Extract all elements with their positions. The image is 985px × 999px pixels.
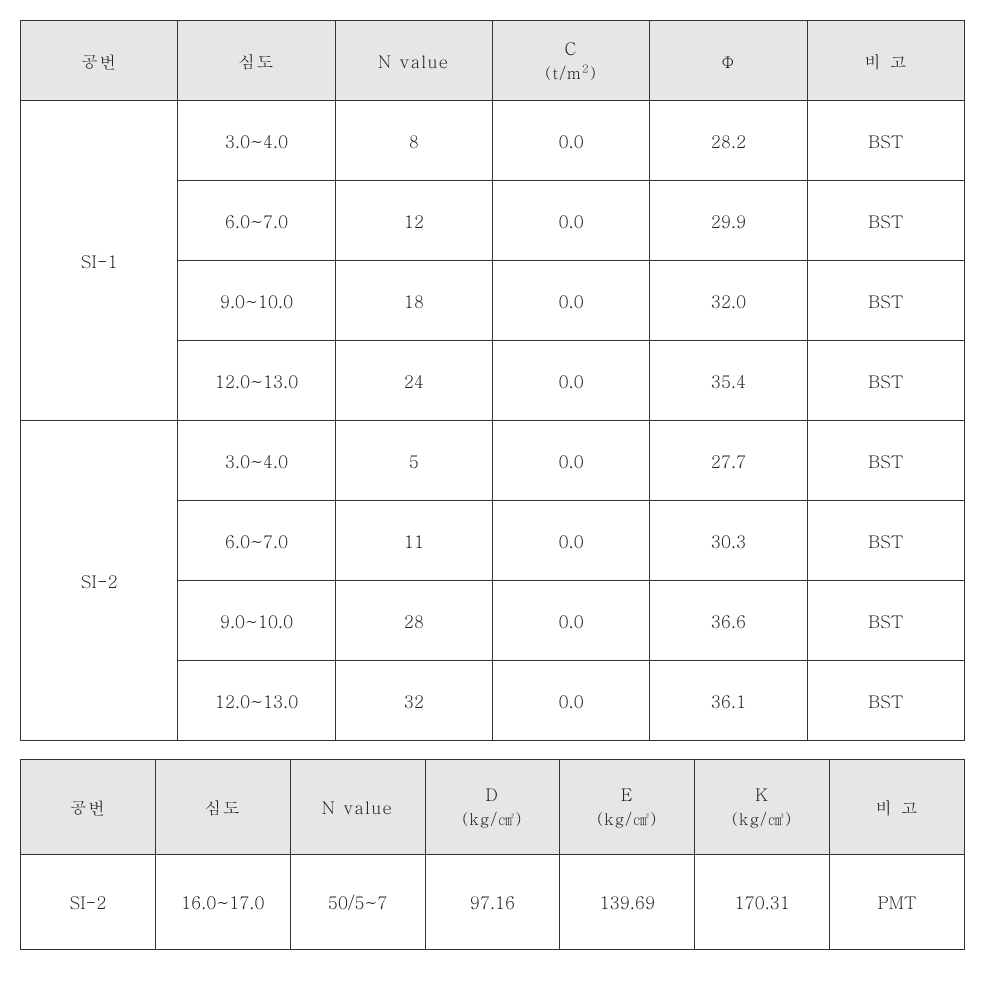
col-depth: 심도 xyxy=(178,21,335,101)
col-c-label: C(t/m2) xyxy=(493,37,649,85)
cell-phi: 27.7 xyxy=(650,421,807,501)
col-c: C(t/m2) xyxy=(492,21,649,101)
cell-c: 0.0 xyxy=(492,261,649,341)
table-row: SI-2 3.0~4.0 5 0.0 27.7 BST xyxy=(21,421,965,501)
table-body: SI-2 16.0~17.0 50/5~7 97.16 139.69 170.3… xyxy=(21,855,965,950)
cell-note: BST xyxy=(807,661,964,741)
bst-results-table: 공번 심도 N value C(t/m2) Φ 비 고 SI-1 3.0~4.0… xyxy=(20,20,965,741)
table-body: SI-1 3.0~4.0 8 0.0 28.2 BST 6.0~7.0 12 0… xyxy=(21,101,965,741)
cell-n: 12 xyxy=(335,181,492,261)
cell-e: 139.69 xyxy=(560,855,695,950)
col-phi: Φ xyxy=(650,21,807,101)
table-row: SI-1 3.0~4.0 8 0.0 28.2 BST xyxy=(21,101,965,181)
cell-depth: 3.0~4.0 xyxy=(178,421,335,501)
cell-depth: 12.0~13.0 xyxy=(178,661,335,741)
cell-phi: 36.1 xyxy=(650,661,807,741)
cell-note: BST xyxy=(807,261,964,341)
cell-note: PMT xyxy=(830,855,965,950)
cell-phi: 30.3 xyxy=(650,501,807,581)
cell-note: BST xyxy=(807,581,964,661)
cell-c: 0.0 xyxy=(492,501,649,581)
cell-n: 28 xyxy=(335,581,492,661)
cell-borehole: SI-2 xyxy=(21,855,156,950)
pmt-results-table: 공번 심도 N value D(kg/㎠) E(kg/㎠) K(kg/㎤) 비 … xyxy=(20,759,965,950)
cell-n: 32 xyxy=(335,661,492,741)
col-k: K(kg/㎤) xyxy=(695,760,830,855)
cell-n: 18 xyxy=(335,261,492,341)
cell-borehole: SI-2 xyxy=(21,421,178,741)
cell-n: 11 xyxy=(335,501,492,581)
col-d: D(kg/㎠) xyxy=(425,760,560,855)
cell-phi: 29.9 xyxy=(650,181,807,261)
col-depth: 심도 xyxy=(155,760,290,855)
cell-phi: 28.2 xyxy=(650,101,807,181)
col-borehole: 공번 xyxy=(21,21,178,101)
cell-c: 0.0 xyxy=(492,341,649,421)
cell-c: 0.0 xyxy=(492,101,649,181)
table-row: SI-2 16.0~17.0 50/5~7 97.16 139.69 170.3… xyxy=(21,855,965,950)
cell-depth: 9.0~10.0 xyxy=(178,581,335,661)
cell-depth: 9.0~10.0 xyxy=(178,261,335,341)
col-note: 비 고 xyxy=(807,21,964,101)
cell-borehole: SI-1 xyxy=(21,101,178,421)
cell-note: BST xyxy=(807,501,964,581)
cell-d: 97.16 xyxy=(425,855,560,950)
table-header-row: 공번 심도 N value D(kg/㎠) E(kg/㎠) K(kg/㎤) 비 … xyxy=(21,760,965,855)
cell-phi: 35.4 xyxy=(650,341,807,421)
col-nvalue: N value xyxy=(290,760,425,855)
cell-n: 50/5~7 xyxy=(290,855,425,950)
table-header-row: 공번 심도 N value C(t/m2) Φ 비 고 xyxy=(21,21,965,101)
col-k-label: K(kg/㎤) xyxy=(695,783,829,831)
cell-note: BST xyxy=(807,181,964,261)
cell-c: 0.0 xyxy=(492,181,649,261)
cell-note: BST xyxy=(807,341,964,421)
cell-c: 0.0 xyxy=(492,581,649,661)
cell-note: BST xyxy=(807,101,964,181)
col-e-label: E(kg/㎠) xyxy=(560,783,694,831)
cell-note: BST xyxy=(807,421,964,501)
col-e: E(kg/㎠) xyxy=(560,760,695,855)
cell-k: 170.31 xyxy=(695,855,830,950)
cell-n: 5 xyxy=(335,421,492,501)
cell-n: 8 xyxy=(335,101,492,181)
col-nvalue: N value xyxy=(335,21,492,101)
cell-depth: 3.0~4.0 xyxy=(178,101,335,181)
col-note: 비 고 xyxy=(830,760,965,855)
cell-depth: 6.0~7.0 xyxy=(178,181,335,261)
cell-n: 24 xyxy=(335,341,492,421)
col-borehole: 공번 xyxy=(21,760,156,855)
col-d-label: D(kg/㎠) xyxy=(426,783,560,831)
cell-phi: 32.0 xyxy=(650,261,807,341)
cell-c: 0.0 xyxy=(492,421,649,501)
cell-depth: 12.0~13.0 xyxy=(178,341,335,421)
cell-depth: 6.0~7.0 xyxy=(178,501,335,581)
cell-phi: 36.6 xyxy=(650,581,807,661)
cell-depth: 16.0~17.0 xyxy=(155,855,290,950)
cell-c: 0.0 xyxy=(492,661,649,741)
